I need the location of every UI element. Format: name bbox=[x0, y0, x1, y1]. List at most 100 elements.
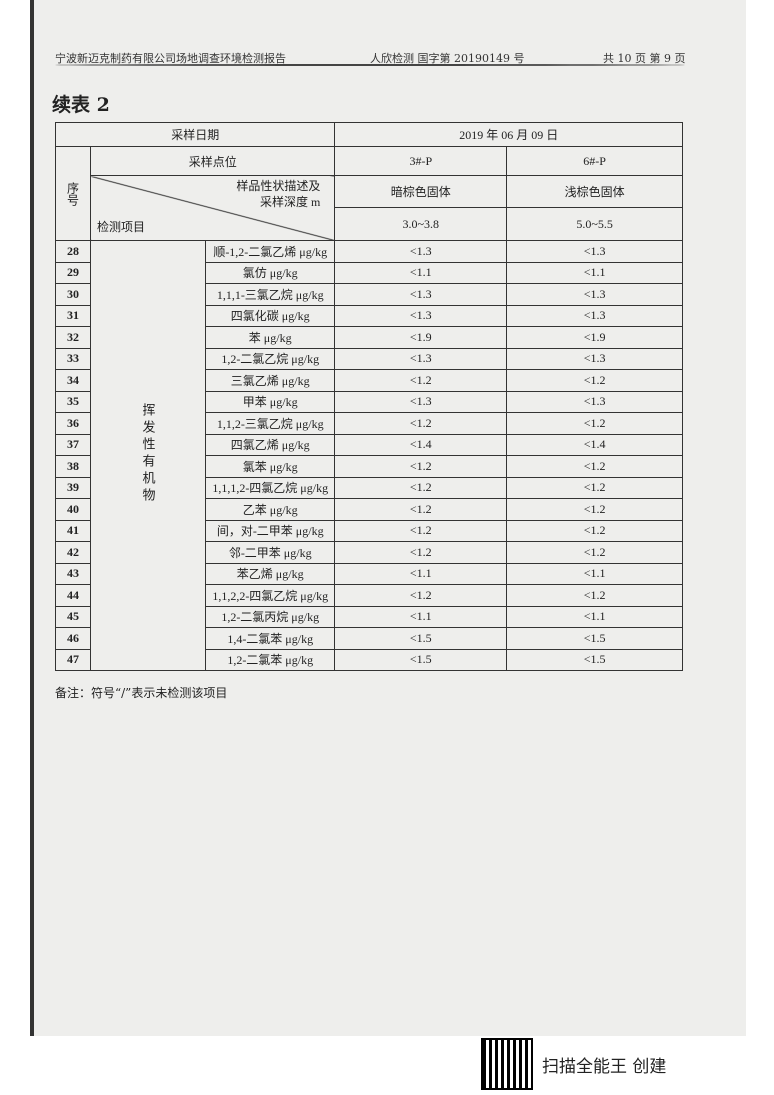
value-3p: <1.5 bbox=[334, 627, 508, 650]
header-report-no: 人欣检测 国字第 20190149 号 bbox=[370, 52, 525, 65]
value-6p: <1.2 bbox=[506, 541, 683, 564]
value-3p: <1.2 bbox=[334, 369, 508, 392]
value-3p: <1.3 bbox=[334, 304, 508, 327]
row-number: 47 bbox=[55, 648, 91, 671]
value-6p: <1.1 bbox=[506, 562, 683, 585]
seq-label: 序号 bbox=[55, 146, 91, 241]
item-name: 顺-1,2-二氯乙烯 μg/kg bbox=[204, 240, 336, 263]
value-6p: <1.2 bbox=[506, 519, 683, 542]
table-row: 28 挥发性有机物 顺-1,2-二氯乙烯 μg/kg <1.3 <1.3 bbox=[55, 240, 683, 671]
item-name: 乙苯 μg/kg bbox=[204, 498, 336, 521]
table-row: 40 乙苯 μg/kg <1.2 <1.2 bbox=[55, 498, 683, 521]
row-number: 43 bbox=[55, 562, 91, 585]
value-6p: <1.3 bbox=[506, 283, 683, 306]
header-page: 共 10 页 第 9 页 bbox=[603, 52, 686, 65]
value-3p: <1.2 bbox=[334, 498, 508, 521]
row-number: 29 bbox=[55, 261, 91, 284]
row-number: 41 bbox=[55, 519, 91, 542]
value-3p: <1.3 bbox=[334, 283, 508, 306]
item-name: 1,1,2-三氯乙烷 μg/kg bbox=[204, 412, 336, 435]
item-name: 邻-二甲苯 μg/kg bbox=[204, 541, 336, 564]
point-label: 采样点位 bbox=[89, 146, 336, 176]
value-6p: <1.3 bbox=[506, 347, 683, 370]
item-name: 1,2-二氯乙烷 μg/kg bbox=[204, 347, 336, 370]
table-row: 35 甲苯 μg/kg <1.3 <1.3 bbox=[55, 390, 683, 413]
item-name: 1,2-二氯苯 μg/kg bbox=[204, 648, 336, 671]
value-3p: <1.2 bbox=[334, 476, 508, 499]
table-title: 续表 2 bbox=[52, 94, 110, 116]
row-number: 40 bbox=[55, 498, 91, 521]
row-number: 28 bbox=[55, 240, 91, 263]
value-6p: <1.4 bbox=[506, 433, 683, 456]
item-name: 苯乙烯 μg/kg bbox=[204, 562, 336, 585]
table-row: 41 间，对-二甲苯 μg/kg <1.2 <1.2 bbox=[55, 519, 683, 542]
value-3p: <1.1 bbox=[334, 562, 508, 585]
category-cell: 挥发性有机物 bbox=[90, 240, 206, 671]
table-row: 34 三氯乙烯 μg/kg <1.2 <1.2 bbox=[55, 369, 683, 392]
table-row: 45 1,2-二氯丙烷 μg/kg <1.1 <1.1 bbox=[55, 605, 683, 628]
item-name: 氯仿 μg/kg bbox=[204, 261, 336, 284]
depth-2: 5.0~5.5 bbox=[506, 207, 683, 241]
table-row: 46 1,4-二氯苯 μg/kg <1.5 <1.5 bbox=[55, 627, 683, 650]
item-name: 甲苯 μg/kg bbox=[204, 390, 336, 413]
value-3p: <1.1 bbox=[334, 261, 508, 284]
value-3p: <1.2 bbox=[334, 455, 508, 478]
value-6p: <1.3 bbox=[506, 390, 683, 413]
value-6p: <1.5 bbox=[506, 627, 683, 650]
row-number: 34 bbox=[55, 369, 91, 392]
value-3p: <1.3 bbox=[334, 347, 508, 370]
value-6p: <1.2 bbox=[506, 412, 683, 435]
row-number: 46 bbox=[55, 627, 91, 650]
header-company: 宁波新迈克制药有限公司场地调查环境检测报告 bbox=[55, 52, 286, 65]
table-row: 33 1,2-二氯乙烷 μg/kg <1.3 <1.3 bbox=[55, 347, 683, 370]
row-number: 32 bbox=[55, 326, 91, 349]
item-name: 1,1,2,2-四氯乙烷 μg/kg bbox=[204, 584, 336, 607]
row-number: 37 bbox=[55, 433, 91, 456]
row-number: 33 bbox=[55, 347, 91, 370]
table-row: 31 四氯化碳 μg/kg <1.3 <1.3 bbox=[55, 304, 683, 327]
row-number: 35 bbox=[55, 390, 91, 413]
value-3p: <1.5 bbox=[334, 648, 508, 671]
value-6p: <1.3 bbox=[506, 240, 683, 263]
value-3p: <1.2 bbox=[334, 541, 508, 564]
value-3p: <1.9 bbox=[334, 326, 508, 349]
row-number: 31 bbox=[55, 304, 91, 327]
item-name: 1,4-二氯苯 μg/kg bbox=[204, 627, 336, 650]
value-6p: <1.5 bbox=[506, 648, 683, 671]
desc-label: 样品性状描述及 bbox=[236, 178, 321, 193]
category-label: 挥发性有机物 bbox=[140, 402, 156, 505]
point-2: 6#-P bbox=[506, 146, 683, 176]
row-number: 36 bbox=[55, 412, 91, 435]
results-table: 采样日期 2019 年 06 月 09 日 序号 采样点位 3#-P 6#-P 样品性状… bbox=[54, 122, 683, 671]
item-name: 四氯化碳 μg/kg bbox=[204, 304, 336, 327]
value-6p: <1.9 bbox=[506, 326, 683, 349]
watermark-text: 扫描全能王 创建 bbox=[542, 1057, 667, 1077]
value-3p: <1.2 bbox=[334, 519, 508, 542]
table-row: 42 邻-二甲苯 μg/kg <1.2 <1.2 bbox=[55, 541, 683, 564]
item-name: 氯苯 μg/kg bbox=[204, 455, 336, 478]
desc-2: 浅棕色固体 bbox=[506, 175, 683, 208]
table-row: 44 1,1,2,2-四氯乙烷 μg/kg <1.2 <1.2 bbox=[55, 584, 683, 607]
desc-1: 暗棕色固体 bbox=[334, 175, 508, 208]
table-row: 36 1,1,2-三氯乙烷 μg/kg <1.2 <1.2 bbox=[55, 412, 683, 435]
value-6p: <1.2 bbox=[506, 498, 683, 521]
date-label: 采样日期 bbox=[54, 122, 336, 147]
value-3p: <1.4 bbox=[334, 433, 508, 456]
header-rule bbox=[55, 64, 685, 66]
row-number: 38 bbox=[55, 455, 91, 478]
value-6p: <1.1 bbox=[506, 261, 683, 284]
value-6p: <1.2 bbox=[506, 369, 683, 392]
table-row: 30 1,1,1-三氯乙烷 μg/kg <1.3 <1.3 bbox=[55, 283, 683, 306]
item-name: 1,1,1-三氯乙烷 μg/kg bbox=[204, 283, 336, 306]
value-6p: <1.2 bbox=[506, 584, 683, 607]
row-number: 39 bbox=[55, 476, 91, 499]
value-3p: <1.1 bbox=[334, 605, 508, 628]
row-number: 44 bbox=[55, 584, 91, 607]
item-label: 检测项目 bbox=[97, 219, 146, 234]
date-value: 2019 年 06 月 09 日 bbox=[334, 122, 683, 147]
item-name: 1,2-二氯丙烷 μg/kg bbox=[204, 605, 336, 628]
value-6p: <1.2 bbox=[506, 476, 683, 499]
value-3p: <1.3 bbox=[334, 390, 508, 413]
diagonal-header: 样品性状描述及 采样深度 m 检测项目 bbox=[89, 175, 336, 241]
depth-1: 3.0~3.8 bbox=[334, 207, 508, 241]
